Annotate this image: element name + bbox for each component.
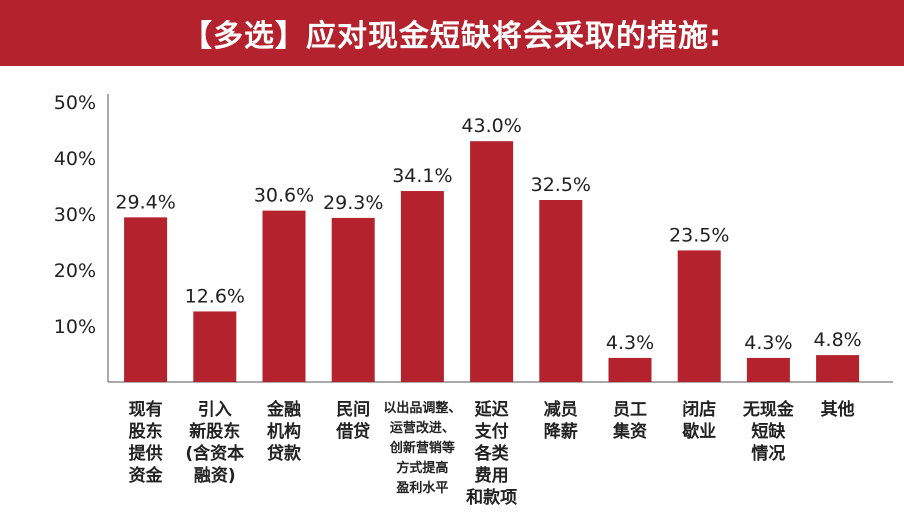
value-label: 12.6% [185, 285, 245, 307]
category-label: 贷款 [267, 443, 302, 464]
category-label: 短缺 [751, 421, 786, 442]
category-label: 现有 [129, 399, 163, 420]
value-label: 23.5% [669, 224, 729, 246]
bar [677, 250, 721, 382]
value-label: 4.3% [744, 332, 792, 354]
y-tick-label: 30% [54, 204, 96, 226]
bar [124, 217, 168, 382]
chart-title-bar: 【多选】应对现金短缺将会采取的措施: [0, 0, 904, 66]
bar [331, 217, 375, 382]
bar [193, 311, 237, 382]
value-label: 30.6% [254, 185, 314, 207]
category-label: 盈利水平 [395, 480, 448, 496]
value-label: 4.8% [813, 329, 861, 351]
category-label: 费用 [475, 465, 509, 486]
category-label: 借贷 [335, 421, 370, 442]
category-label: 员工 [613, 400, 647, 420]
category-label: 金融 [266, 399, 301, 420]
y-tick-label: 20% [54, 260, 96, 282]
category-label: 资金 [129, 465, 164, 486]
category-label: 方式提高 [396, 460, 448, 476]
category-label: 提供 [129, 443, 163, 464]
y-tick-label: 40% [54, 148, 96, 170]
y-tick-label: 50% [54, 92, 96, 114]
category-label: 以出品调整、 [383, 400, 461, 416]
value-label: 29.4% [115, 191, 175, 213]
category-label: 闭店 [682, 399, 716, 420]
chart-title: 【多选】应对现金短缺将会采取的措施: [182, 19, 722, 54]
bar [608, 357, 652, 382]
value-label: 43.0% [461, 115, 521, 137]
bar [539, 200, 583, 382]
bar [262, 210, 306, 382]
category-label: 支付 [475, 421, 509, 442]
category-label: 股东 [129, 421, 163, 442]
category-label: (含资本 [185, 443, 244, 464]
category-label: 融资) [194, 465, 236, 486]
category-label: 延迟 [474, 399, 509, 420]
category-label: 减员 [544, 399, 578, 420]
category-label: 创新营销等 [389, 440, 455, 456]
category-label: 和款项 [466, 487, 517, 508]
category-label: 其他 [821, 399, 855, 420]
y-tick-label: 10% [54, 316, 96, 338]
category-label: 情况 [751, 443, 785, 464]
category-label: 集资 [612, 421, 647, 442]
bar [400, 191, 444, 382]
bar [470, 141, 514, 382]
category-label: 民间 [336, 399, 370, 420]
category-label: 各类 [474, 443, 510, 464]
category-label: 运营改进、 [390, 420, 455, 436]
value-label: 34.1% [392, 165, 452, 187]
category-label: 降薪 [544, 421, 578, 442]
category-label: 无现金 [742, 399, 795, 420]
category-label: 机构 [267, 421, 301, 442]
value-label: 32.5% [531, 174, 591, 196]
value-label: 4.3% [606, 332, 654, 354]
chart-area: 10% 20% 30% 40% 50% 29.4% 现有 股东 提供 资金 12.6% 引入 新股东 (含… [0, 66, 904, 525]
category-label: 引入 [198, 400, 232, 420]
category-label: 歇业 [682, 421, 716, 442]
bar [816, 355, 860, 382]
category-label: 新股东 [189, 421, 240, 442]
value-label: 29.3% [323, 192, 383, 214]
bar [746, 357, 790, 382]
